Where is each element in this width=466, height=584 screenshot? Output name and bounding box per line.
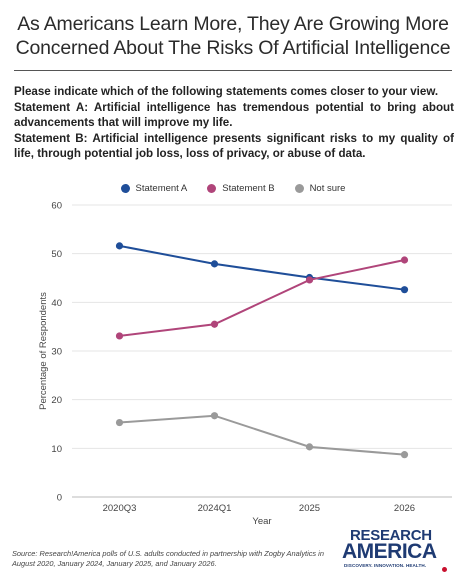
- data-point-statement-b: [210, 320, 219, 328]
- legend-label: Statement B: [222, 183, 275, 194]
- y-tick-label: 0: [57, 493, 62, 504]
- chart-title-line-2: Concerned About The Risks Of Artificial …: [15, 37, 451, 59]
- y-tick-label: 30: [51, 347, 62, 358]
- y-axis-label: Percentage of Respondents: [38, 292, 49, 410]
- y-tick-label: 20: [51, 395, 62, 406]
- data-point-statement-b: [115, 332, 124, 340]
- statement-a-text: Statement A: Artificial intelligence has…: [14, 100, 454, 130]
- data-point-statement-b: [305, 276, 314, 284]
- legend-marker: [294, 184, 304, 193]
- logo-tagline: DISCOVERY. INNOVATION. HEALTH.: [344, 563, 427, 568]
- statement-b-text: Statement B: Artificial intelligence pre…: [14, 131, 454, 161]
- series-line-not-sure: [119, 414, 405, 456]
- x-tick-label: 2025: [299, 503, 320, 514]
- y-tick-label: 40: [51, 298, 62, 309]
- data-point-statement-a: [400, 286, 409, 294]
- chart-title: As Americans Learn More, They Are Growin…: [0, 12, 466, 60]
- y-tick-label: 10: [51, 444, 62, 455]
- logo-dot-icon: [442, 567, 447, 572]
- x-tick-label: 2020Q3: [103, 503, 137, 514]
- series-line-statement-b: [119, 259, 405, 337]
- logo-line-1: RESEARCH: [350, 527, 432, 544]
- data-point-not-sure: [210, 412, 219, 420]
- legend-marker: [120, 184, 130, 193]
- y-tick-label: 60: [51, 201, 62, 212]
- survey-question: Please indicate which of the following s…: [14, 84, 454, 162]
- x-axis-label: Year: [252, 516, 271, 527]
- chart-title-line-1: As Americans Learn More, They Are Growin…: [17, 13, 449, 35]
- legend-item: Statement B: [207, 183, 275, 194]
- legend-label: Statement A: [135, 183, 188, 194]
- series-line-statement-a: [119, 244, 405, 291]
- title-divider: [14, 70, 452, 71]
- legend-label: Not sure: [309, 183, 346, 194]
- source-note: Source: Research!America polls of U.S. a…: [12, 549, 324, 568]
- logo-line-2: AMERICA: [342, 540, 437, 563]
- legend-item: Statement A: [120, 183, 188, 194]
- data-point-not-sure: [400, 451, 409, 459]
- data-point-statement-a: [210, 260, 219, 268]
- chart-legend: Statement A Statement B Not sure: [0, 183, 466, 194]
- y-tick-label: 50: [51, 249, 62, 260]
- data-point-not-sure: [115, 418, 124, 427]
- x-tick-label: 2026: [394, 503, 415, 514]
- data-point-statement-a: [115, 242, 124, 250]
- data-point-statement-b: [400, 256, 409, 264]
- question-prompt: Please indicate which of the following s…: [14, 85, 439, 98]
- research-america-logo: RESEARCH AMERICA DISCOVERY. INNOVATION. …: [340, 527, 452, 572]
- data-point-not-sure: [305, 443, 314, 451]
- legend-marker: [207, 184, 217, 193]
- legend-item: Not sure: [294, 183, 346, 194]
- x-tick-label: 2024Q1: [198, 503, 232, 514]
